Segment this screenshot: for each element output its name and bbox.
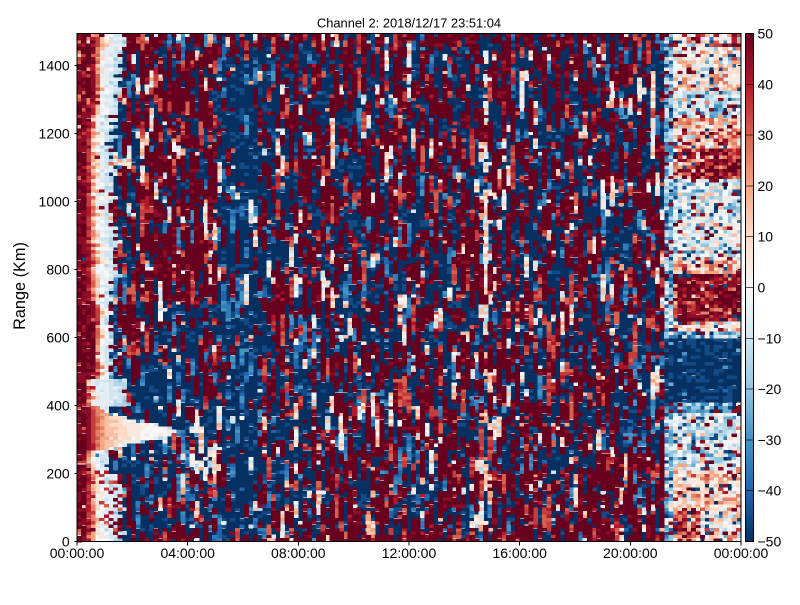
svg-text:200: 200 <box>46 466 70 482</box>
svg-text:Channel 2: 2018/12/17 23:51:04: Channel 2: 2018/12/17 23:51:04 <box>317 16 501 31</box>
svg-text:−50: −50 <box>758 534 782 550</box>
svg-text:0: 0 <box>758 280 766 296</box>
svg-text:20: 20 <box>758 178 774 194</box>
svg-text:00:00:00: 00:00:00 <box>714 545 769 561</box>
svg-text:−20: −20 <box>758 381 782 397</box>
svg-text:04:00:00: 04:00:00 <box>160 545 215 561</box>
svg-text:20:00:00: 20:00:00 <box>603 545 658 561</box>
svg-text:400: 400 <box>46 398 70 414</box>
svg-text:40: 40 <box>758 76 774 92</box>
svg-text:16:00:00: 16:00:00 <box>492 545 547 561</box>
svg-text:1000: 1000 <box>39 194 70 210</box>
svg-text:00:00:00: 00:00:00 <box>50 545 105 561</box>
svg-text:−10: −10 <box>758 330 782 346</box>
svg-text:0: 0 <box>62 534 70 550</box>
svg-text:600: 600 <box>46 330 70 346</box>
svg-text:−40: −40 <box>758 483 782 499</box>
svg-text:10: 10 <box>758 229 774 245</box>
svg-text:12:00:00: 12:00:00 <box>382 545 437 561</box>
svg-text:50: 50 <box>758 26 774 42</box>
svg-text:800: 800 <box>46 262 70 278</box>
svg-text:−30: −30 <box>758 432 782 448</box>
svg-text:1200: 1200 <box>39 126 70 142</box>
svg-text:08:00:00: 08:00:00 <box>271 545 326 561</box>
svg-text:1400: 1400 <box>39 58 70 74</box>
svg-text:30: 30 <box>758 127 774 143</box>
svg-text:Range (Km): Range (Km) <box>11 242 29 330</box>
